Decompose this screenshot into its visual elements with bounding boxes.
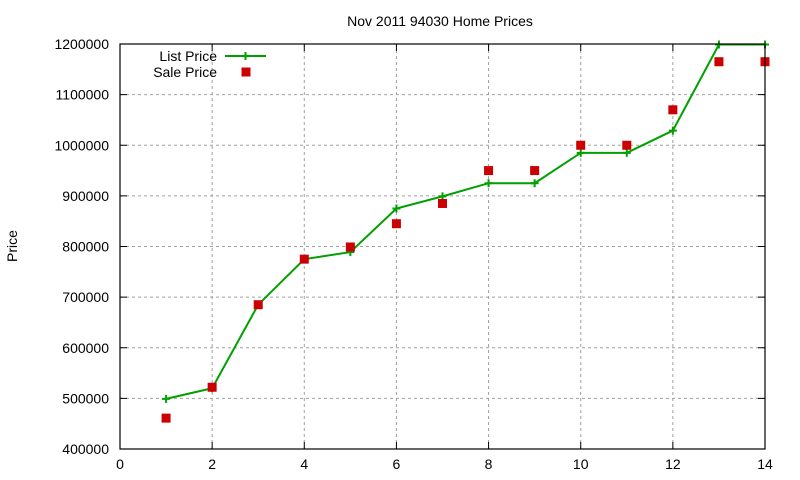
plus-marker-icon	[530, 179, 539, 188]
square-marker-icon	[253, 300, 263, 310]
axis-ticks: 0 2 4 6 8 10 12 14 400000 500000 600000 700000 80000…	[54, 36, 773, 472]
y-tick-label: 1200000	[54, 36, 109, 52]
series-line	[165, 43, 765, 400]
x-tick-label: 12	[665, 456, 681, 472]
y-axis-label: Price	[4, 230, 20, 262]
legend-label: List Price	[159, 48, 217, 64]
y-tick-label: 1100000	[56, 87, 110, 103]
grid-lines	[120, 44, 765, 449]
x-tick-label: 4	[300, 456, 308, 472]
y-tick-label: 600000	[62, 340, 109, 356]
plot-frame	[119, 43, 766, 450]
x-tick-label: 8	[485, 456, 493, 472]
x-tick-label: 0	[116, 456, 124, 472]
plus-marker-icon	[162, 394, 171, 403]
x-tick-label: 10	[573, 456, 589, 472]
x-tick-label: 14	[757, 456, 773, 472]
square-marker-icon	[345, 242, 355, 252]
y-tick-label: 900000	[62, 188, 109, 204]
plot-area	[161, 40, 770, 423]
y-tick-label: 400000	[62, 441, 109, 457]
square-marker-icon	[668, 105, 678, 115]
square-marker-icon	[484, 166, 494, 176]
plus-marker-icon	[576, 148, 585, 157]
plus-marker-icon	[241, 52, 250, 60]
square-marker-icon	[207, 382, 217, 392]
square-marker-icon	[161, 413, 171, 423]
square-marker-icon	[714, 57, 724, 67]
x-tick-label: 2	[208, 456, 216, 472]
y-tick-label: 1000000	[54, 137, 109, 153]
square-marker-icon	[530, 166, 540, 176]
plus-marker-icon	[622, 148, 631, 157]
plus-marker-icon	[392, 204, 401, 213]
y-tick-label: 500000	[62, 390, 109, 406]
x-tick-label: 6	[393, 456, 401, 472]
y-tick-label: 800000	[62, 239, 109, 255]
plus-marker-icon	[668, 126, 677, 135]
square-marker-icon	[576, 140, 586, 150]
legend-label: Sale Price	[153, 64, 217, 80]
square-marker-icon	[241, 67, 251, 77]
square-marker-icon	[391, 219, 401, 229]
square-marker-icon	[622, 140, 632, 150]
plus-marker-icon	[484, 179, 493, 188]
y-tick-label: 700000	[62, 289, 109, 305]
series-sale-price	[161, 57, 770, 423]
square-marker-icon	[299, 254, 309, 264]
square-marker-icon	[438, 198, 447, 208]
chart-title: Nov 2011 94030 Home Prices	[347, 13, 533, 29]
